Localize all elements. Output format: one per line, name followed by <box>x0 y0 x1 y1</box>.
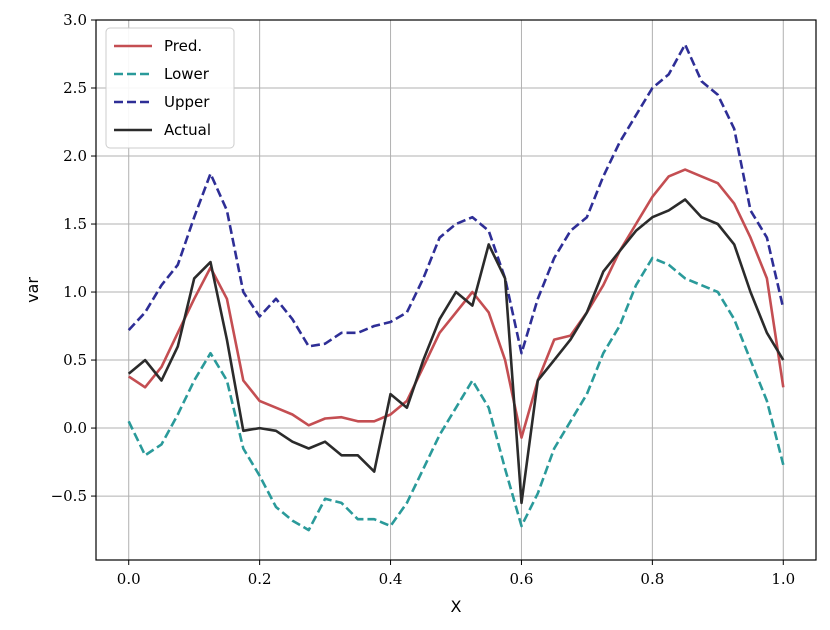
y-tick-label: 0.0 <box>63 419 87 437</box>
legend-label: Pred. <box>164 37 202 55</box>
series-line-upper <box>127 43 785 355</box>
y-tick-label: 0.5 <box>63 351 87 369</box>
series-line-actual <box>127 198 785 505</box>
x-tick-label: 0.8 <box>640 570 664 588</box>
y-tick-label: −0.5 <box>51 487 87 505</box>
x-tick-label: 1.0 <box>771 570 795 588</box>
x-tick-label: 0.6 <box>510 570 534 588</box>
series-line-lower <box>127 256 785 532</box>
x-tick-label: 0.4 <box>379 570 403 588</box>
x-axis-label: X <box>451 597 462 616</box>
y-tick-label: 1.0 <box>63 283 87 301</box>
axes-frame <box>95 19 817 561</box>
legend-label: Upper <box>164 93 210 111</box>
legend: Pred. Lower Upper Actual <box>105 27 235 149</box>
x-tick-label: 0.2 <box>248 570 272 588</box>
legend-box <box>105 27 235 149</box>
legend-label: Actual <box>164 121 211 139</box>
y-tick-label: 2.5 <box>63 79 87 97</box>
y-tick-label: 1.5 <box>63 215 87 233</box>
y-tick-label: 3.0 <box>63 11 87 29</box>
ticks: 0.0 0.2 0.4 0.6 0.8 1.0 −0.5 0.0 0.5 1.0 1.5 2.0 2.5… <box>51 11 796 588</box>
x-tick-label: 0.0 <box>117 570 141 588</box>
series-lines <box>127 43 785 532</box>
series-line-pred <box>127 168 785 439</box>
y-axis-label: var <box>23 277 42 303</box>
legend-label: Lower <box>164 65 210 83</box>
y-tick-label: 2.0 <box>63 147 87 165</box>
